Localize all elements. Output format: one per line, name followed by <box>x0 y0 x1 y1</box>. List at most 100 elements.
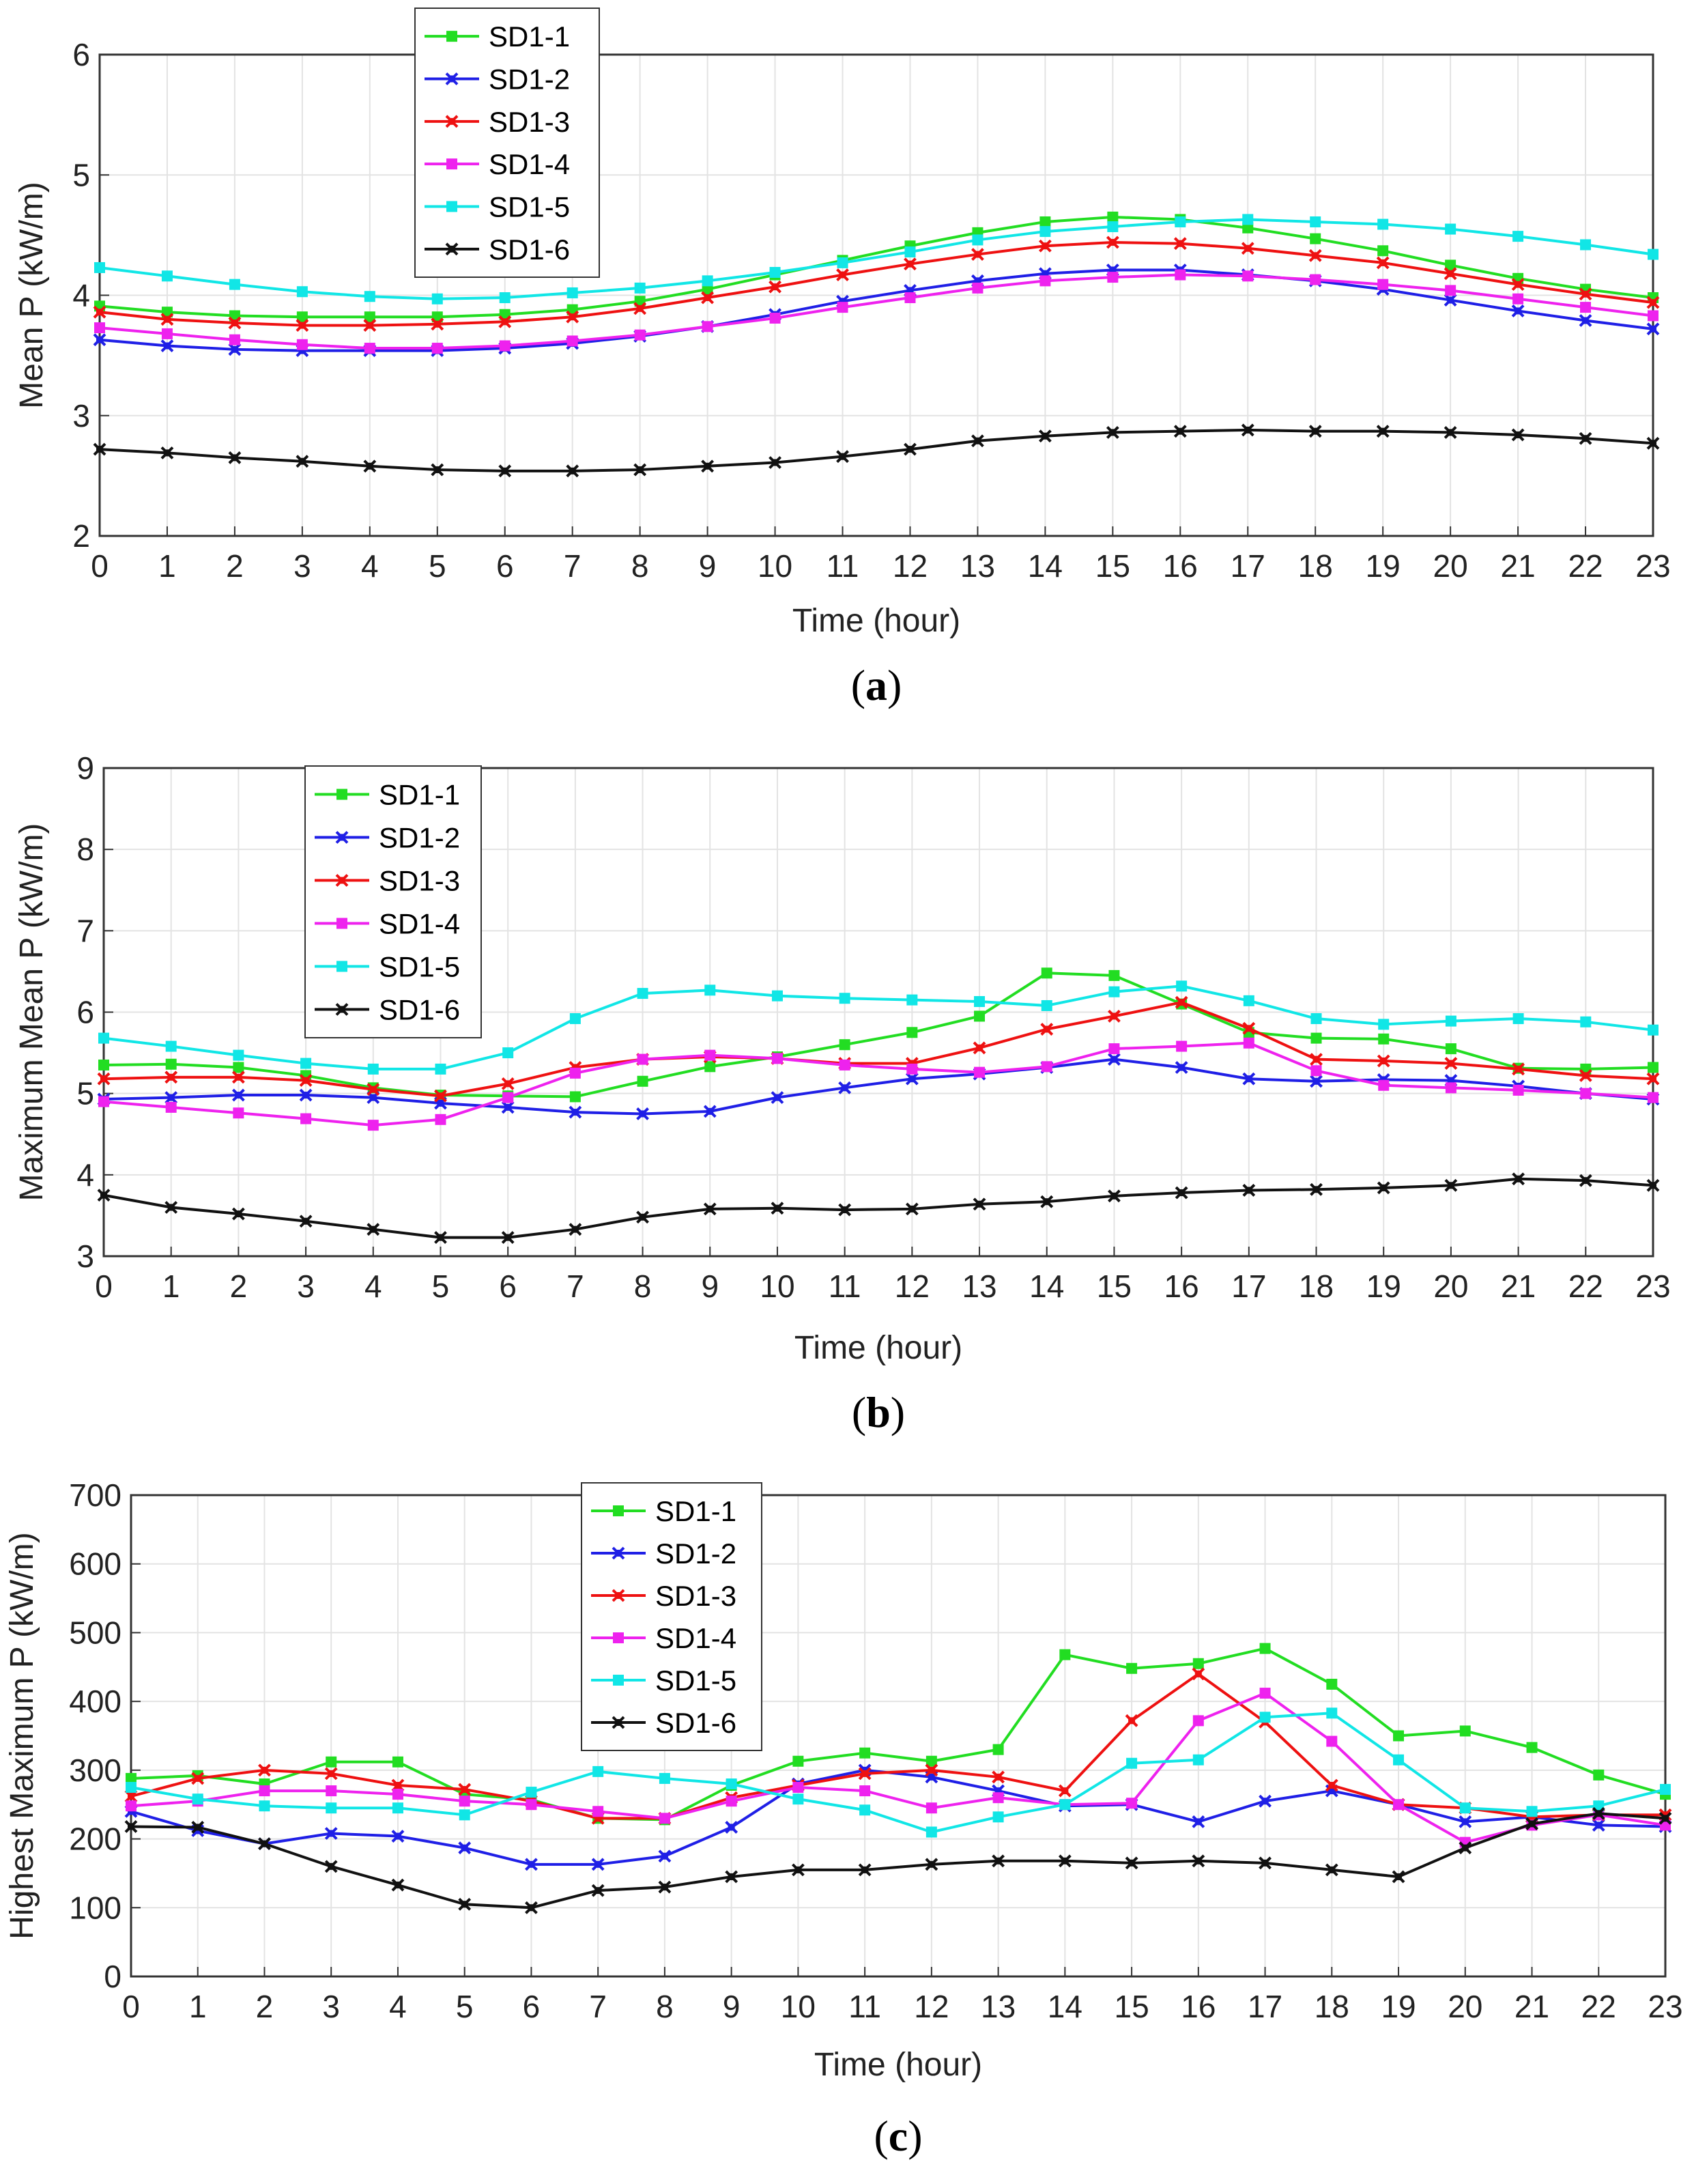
x-tick-label: 13 <box>981 1989 1016 2024</box>
x-tick-label: 14 <box>1029 1268 1064 1304</box>
data-point <box>1242 222 1254 233</box>
data-point <box>1393 1754 1405 1765</box>
data-point <box>771 1091 784 1105</box>
data-point <box>1106 426 1119 439</box>
data-point <box>501 1231 515 1245</box>
data-point <box>906 1027 918 1038</box>
data-point <box>191 1772 205 1785</box>
data-point <box>1310 1065 1322 1077</box>
series-SD1-3 <box>93 236 1660 332</box>
legend-marker <box>613 1632 624 1643</box>
data-point <box>98 1032 109 1044</box>
data-point <box>1039 275 1051 287</box>
data-point <box>1243 1037 1254 1049</box>
data-point <box>93 333 106 347</box>
data-point <box>502 1047 514 1059</box>
data-point <box>367 1083 380 1096</box>
data-point <box>296 319 309 332</box>
data-point <box>126 1800 137 1812</box>
data-point <box>1126 1662 1138 1674</box>
y-tick-label: 5 <box>76 1076 94 1111</box>
data-point <box>859 1804 871 1816</box>
data-point <box>726 1796 737 1807</box>
data-point <box>1040 1195 1054 1208</box>
x-tick-label: 19 <box>1381 1989 1416 2024</box>
data-point <box>904 292 916 304</box>
data-point <box>1377 218 1389 230</box>
data-point <box>701 459 715 473</box>
x-tick-label: 3 <box>322 1989 340 2024</box>
data-point <box>592 1806 604 1817</box>
series-line <box>103 1001 1654 1098</box>
data-point <box>228 343 242 356</box>
data-point <box>1325 1863 1338 1877</box>
data-point <box>971 248 984 261</box>
data-point <box>233 1049 244 1061</box>
data-point <box>925 1802 937 1814</box>
data-point <box>1646 436 1660 450</box>
data-point <box>1192 1815 1205 1828</box>
series-line <box>103 1058 1654 1116</box>
data-point <box>1326 1678 1338 1690</box>
data-point <box>1041 967 1052 979</box>
series-line <box>99 240 1654 327</box>
data-point <box>526 1787 537 1798</box>
legend-entry: SD1-2 <box>591 1537 736 1570</box>
data-point <box>1512 1172 1525 1186</box>
legend: SD1-1 SD1-2 SD1-3 SD1-4 SD1-5 SD1-6 <box>581 1482 762 1751</box>
data-point <box>326 1802 337 1814</box>
data-point <box>1176 980 1188 992</box>
data-point <box>259 1800 270 1812</box>
legend-box <box>581 1482 762 1751</box>
data-point <box>160 446 174 459</box>
data-point <box>1175 1186 1188 1200</box>
data-point <box>1393 1730 1405 1742</box>
series-line <box>130 1768 1666 1866</box>
data-point <box>1325 1778 1338 1792</box>
data-point <box>98 1059 109 1070</box>
data-point <box>296 339 308 350</box>
x-tick-label: 16 <box>1163 548 1198 584</box>
data-point <box>701 291 715 304</box>
data-point <box>324 1860 338 1873</box>
legend-label: SD1-3 <box>655 1580 736 1612</box>
data-point <box>1108 986 1120 997</box>
data-point <box>231 1088 245 1102</box>
data-point <box>498 315 512 328</box>
caption-open: ( <box>851 661 865 709</box>
x-tick-label: 1 <box>158 548 176 584</box>
x-tick-label: 11 <box>848 1989 881 2024</box>
caption-close: ) <box>908 2112 922 2160</box>
data-point <box>1377 1181 1390 1195</box>
data-point <box>1377 1054 1390 1068</box>
legend-entry: SD1-4 <box>315 908 460 940</box>
data-point <box>165 1101 177 1113</box>
legend-marker <box>612 1716 625 1729</box>
legend-marker <box>613 1675 624 1686</box>
x-tick-label: 17 <box>1231 1268 1266 1304</box>
data-point <box>498 464 512 478</box>
data-point <box>1459 1802 1471 1814</box>
data-point <box>367 1063 379 1075</box>
series-line <box>103 972 1654 1098</box>
data-point <box>1377 279 1389 290</box>
data-point <box>636 1107 649 1120</box>
data-point <box>1125 1714 1138 1727</box>
legend-label: SD1-6 <box>379 994 460 1026</box>
data-point <box>838 1081 852 1094</box>
data-point <box>591 1858 605 1871</box>
x-tick-label: 6 <box>523 1989 541 2024</box>
chart-panel-b: 0 1 2 3 4 5 6 7 8 9 10 11 12 13 14 15 16 17 18 19 20 21 22 2334… <box>14 750 1671 1436</box>
data-point <box>1445 259 1456 271</box>
x-tick-label: 21 <box>1514 1989 1549 2024</box>
data-point <box>905 1202 919 1216</box>
series-line <box>99 273 1654 350</box>
series-SD1-5 <box>94 214 1659 304</box>
legend-marker <box>446 201 457 212</box>
x-tick-label: 19 <box>1366 548 1401 584</box>
legend-marker <box>335 831 349 844</box>
data-point <box>1108 969 1120 981</box>
data-point <box>1459 1841 1472 1855</box>
data-point <box>1326 1707 1338 1719</box>
data-point <box>126 1772 137 1784</box>
